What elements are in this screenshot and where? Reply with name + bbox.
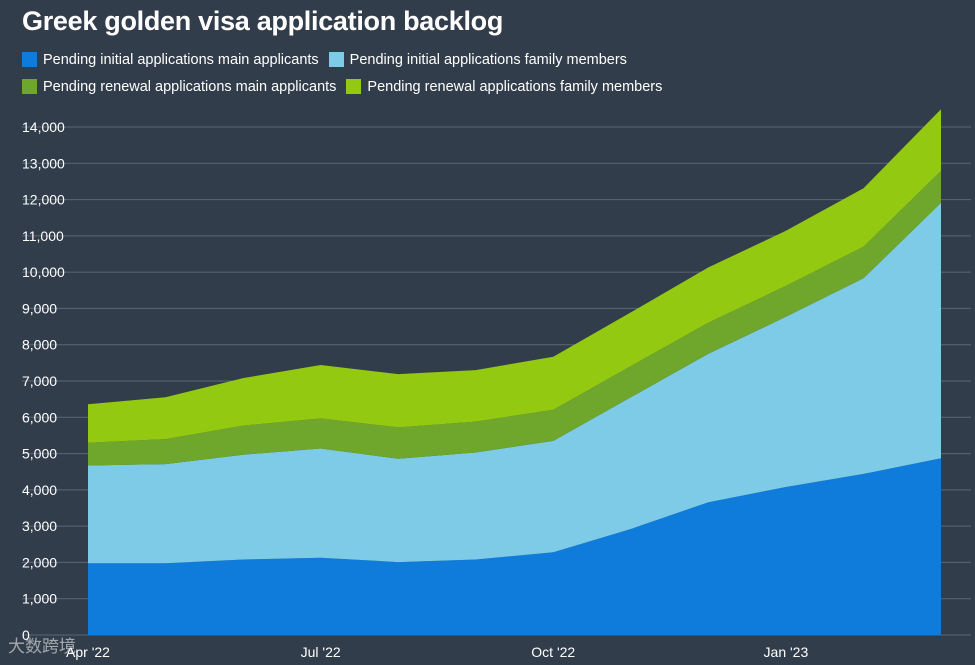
x-tick-label: Oct '22 <box>531 644 575 660</box>
area-series-1[interactable] <box>88 458 941 635</box>
y-tick-label: 2,000 <box>22 554 57 570</box>
y-tick-label: 9,000 <box>22 300 57 316</box>
legend-item-2[interactable]: Pending initial applications family memb… <box>328 51 627 68</box>
y-tick-label: 0 <box>22 627 30 643</box>
y-tick-label: 14,000 <box>22 119 65 135</box>
y-tick-label: 7,000 <box>22 373 57 389</box>
legend-item-3[interactable]: Pending renewal applications main applic… <box>22 78 336 95</box>
x-tick-label: Jan '23 <box>764 644 809 660</box>
area-series-3[interactable] <box>88 170 941 466</box>
y-tick-label: 12,000 <box>22 192 65 208</box>
y-tick-label: 8,000 <box>22 337 57 353</box>
legend-swatch <box>328 52 344 67</box>
y-tick-label: 5,000 <box>22 446 57 462</box>
area-series-4[interactable] <box>88 109 941 443</box>
chart-title: Greek golden visa application backlog <box>22 6 504 36</box>
x-tick-label: Apr '22 <box>66 644 110 660</box>
legend-swatch <box>22 79 37 94</box>
legend-item-1[interactable]: Pending initial applications main applic… <box>22 51 319 68</box>
y-tick-label: 11,000 <box>22 228 64 244</box>
y-tick-label: 6,000 <box>22 409 57 425</box>
legend-swatch <box>22 52 37 67</box>
y-tick-label: 3,000 <box>22 518 57 534</box>
y-tick-label: 10,000 <box>22 264 65 280</box>
x-tick-label: Jul '22 <box>301 644 341 660</box>
legend-label: Pending initial applications main applic… <box>43 51 319 68</box>
legend-label: Pending renewal applications family memb… <box>367 78 663 95</box>
legend-label: Pending initial applications family memb… <box>349 51 627 68</box>
legend-swatch <box>346 79 362 94</box>
watermark: 大数跨境 <box>8 637 76 656</box>
legend: Pending initial applications main applic… <box>22 51 742 95</box>
area-series-2[interactable] <box>88 202 941 564</box>
y-tick-label: 13,000 <box>22 155 65 171</box>
legend-item-4[interactable]: Pending renewal applications family memb… <box>346 78 662 95</box>
y-tick-label: 1,000 <box>22 591 57 607</box>
legend-label: Pending renewal applications main applic… <box>43 78 337 95</box>
y-tick-label: 4,000 <box>22 482 57 498</box>
